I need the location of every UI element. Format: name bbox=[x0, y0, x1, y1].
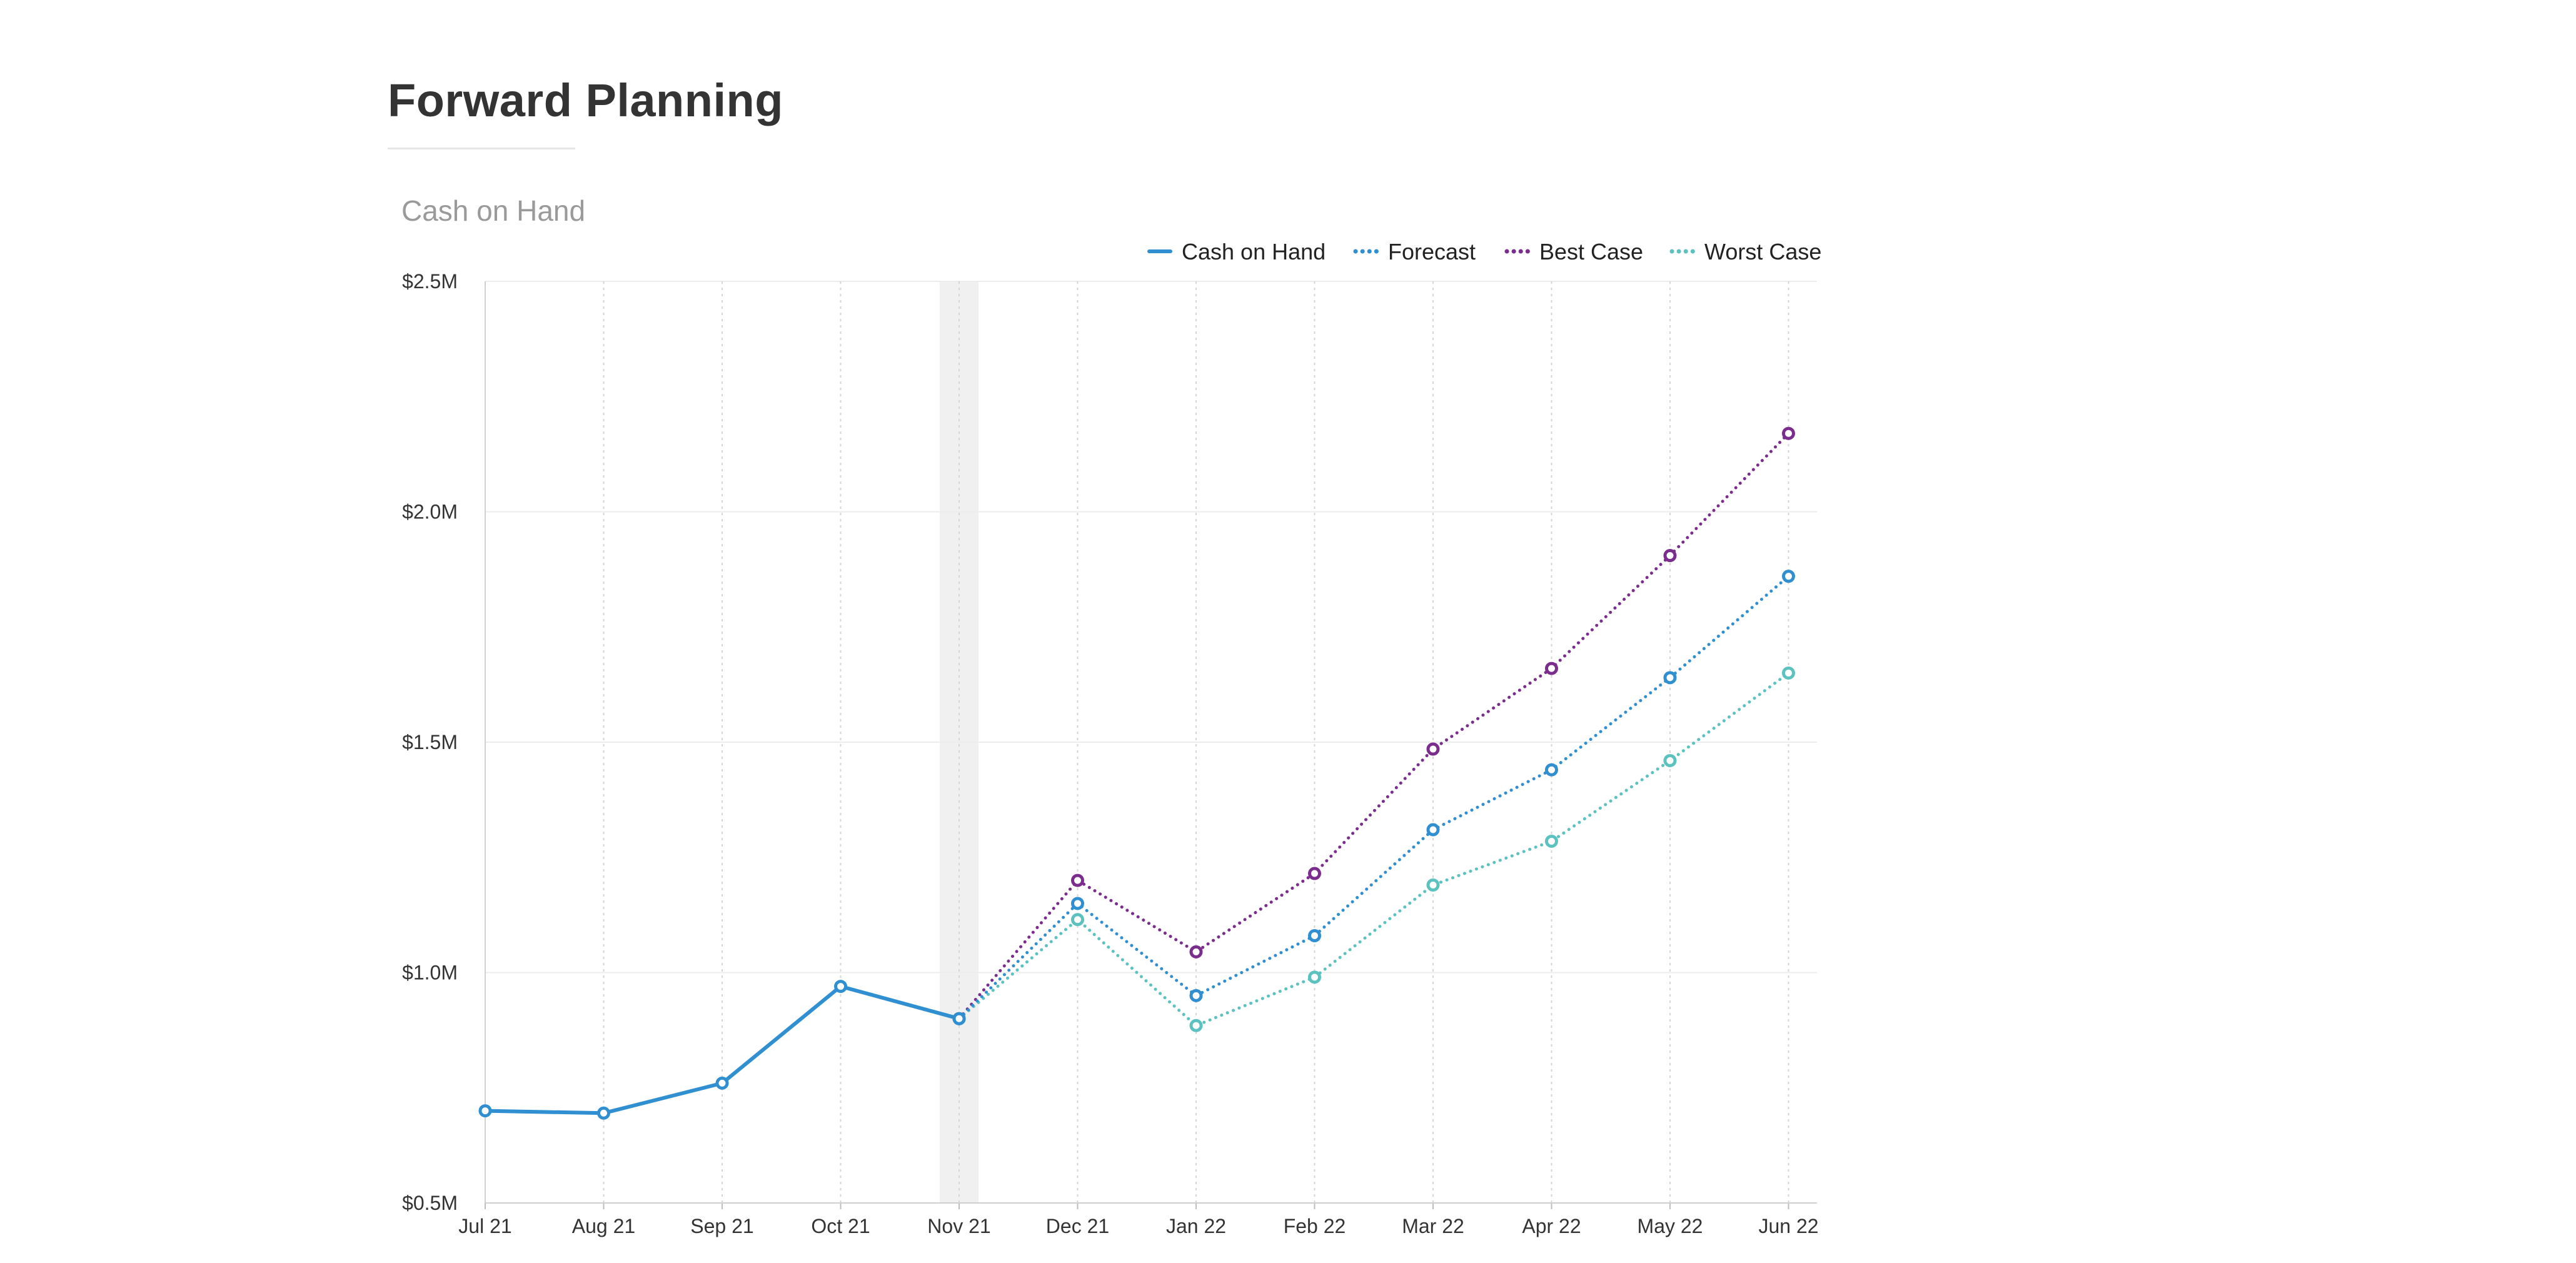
page-title: Forward Planning bbox=[388, 74, 783, 126]
point-forecast bbox=[1782, 570, 1795, 583]
point-best-case bbox=[1782, 426, 1795, 440]
point-cash-on-hand bbox=[952, 1012, 966, 1025]
x-tick-label: Jun 22 bbox=[1758, 1215, 1818, 1237]
x-tick-label: Dec 21 bbox=[1046, 1215, 1109, 1237]
point-best-case bbox=[1071, 873, 1084, 887]
point-best-case bbox=[1663, 549, 1677, 563]
legend-item-forecast: Forecast bbox=[1353, 239, 1476, 264]
legend-label: Best Case bbox=[1539, 239, 1643, 264]
x-tick-label: Apr 22 bbox=[1522, 1215, 1581, 1237]
series-line-best-case bbox=[957, 431, 1790, 1020]
x-tick-label: Jul 21 bbox=[458, 1215, 511, 1237]
point-best-case bbox=[1426, 742, 1440, 756]
y-tick-label: $2.0M bbox=[402, 501, 458, 523]
point-best-case bbox=[1545, 662, 1558, 675]
series-line-worst-case bbox=[957, 672, 1790, 1027]
y-tick-label: $2.5M bbox=[402, 270, 458, 293]
point-forecast bbox=[1426, 823, 1440, 837]
x-tick-label: Nov 21 bbox=[927, 1215, 990, 1237]
legend-item-best-case: Best Case bbox=[1504, 239, 1643, 264]
point-forecast bbox=[1308, 929, 1321, 943]
title-underline bbox=[388, 148, 575, 149]
point-cash-on-hand bbox=[715, 1076, 729, 1090]
y-tick-label: $1.0M bbox=[402, 962, 458, 984]
legend-label: Worst Case bbox=[1704, 239, 1821, 264]
point-worst-case bbox=[1663, 753, 1677, 767]
series-line-forecast bbox=[957, 575, 1790, 1020]
x-tick-label: Sep 21 bbox=[690, 1215, 753, 1237]
legend-label: Forecast bbox=[1388, 239, 1476, 264]
x-tick-label: Oct 21 bbox=[811, 1215, 870, 1237]
point-worst-case bbox=[1426, 878, 1440, 892]
point-cash-on-hand bbox=[834, 980, 847, 994]
y-tick-label: $0.5M bbox=[402, 1192, 458, 1214]
point-forecast bbox=[1663, 671, 1677, 685]
x-tick-label: Jan 22 bbox=[1166, 1215, 1226, 1237]
legend-label: Cash on Hand bbox=[1182, 239, 1326, 264]
point-cash-on-hand bbox=[478, 1104, 492, 1118]
x-tick-label: Aug 21 bbox=[572, 1215, 635, 1237]
legend-item-worst-case: Worst Case bbox=[1669, 239, 1821, 264]
point-forecast bbox=[1189, 989, 1203, 1002]
chart-title: Cash on Hand bbox=[401, 194, 586, 227]
y-tick-label: $1.5M bbox=[402, 731, 458, 753]
series-line-cash-on-hand bbox=[483, 984, 961, 1115]
point-best-case bbox=[1189, 945, 1203, 959]
point-best-case bbox=[1308, 867, 1321, 880]
x-tick-label: Feb 22 bbox=[1284, 1215, 1346, 1237]
point-forecast bbox=[1545, 763, 1558, 777]
legend-item-cash-on-hand: Cash on Hand bbox=[1147, 239, 1326, 264]
x-tick-label: Mar 22 bbox=[1402, 1215, 1464, 1237]
point-worst-case bbox=[1782, 666, 1795, 680]
point-worst-case bbox=[1189, 1019, 1203, 1032]
point-worst-case bbox=[1071, 913, 1084, 927]
point-worst-case bbox=[1308, 970, 1321, 984]
point-worst-case bbox=[1545, 834, 1558, 848]
x-tick-label: May 22 bbox=[1638, 1215, 1703, 1237]
point-cash-on-hand bbox=[597, 1106, 610, 1120]
point-forecast bbox=[1071, 897, 1084, 910]
